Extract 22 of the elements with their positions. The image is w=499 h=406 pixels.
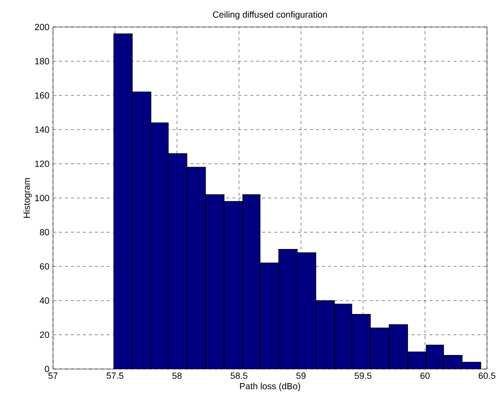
y-tick-label: 60: [40, 263, 50, 270]
y-tick-label: 80: [40, 229, 50, 236]
y-tick-label: 120: [35, 160, 50, 167]
x-tick-label: 58: [172, 372, 182, 379]
x-tick-label: 59: [296, 372, 306, 379]
x-tick-label: 58.5: [230, 372, 248, 379]
x-axis-title: Path loss (dBo): [240, 382, 300, 392]
y-tick-label: 20: [40, 332, 50, 338]
y-tick-label: 40: [40, 297, 50, 304]
x-tick-label: 59.5: [354, 372, 372, 379]
x-tick-label: 60.5: [478, 372, 496, 379]
y-tick-label: 180: [35, 58, 50, 64]
y-tick-label: 160: [35, 92, 50, 99]
y-tick-label: 200: [34, 24, 50, 30]
x-tick-label: 57: [48, 372, 58, 379]
x-tick-label: 57.5: [106, 372, 124, 379]
y-tick-label: 140: [35, 126, 50, 133]
y-axis-title: Histogram: [23, 178, 32, 218]
chart-title: Ceiling diffused configuration: [212, 11, 327, 20]
x-tick-label: 60: [420, 372, 430, 379]
y-tick-label: 0: [44, 366, 50, 372]
y-tick-label: 100: [35, 194, 50, 202]
